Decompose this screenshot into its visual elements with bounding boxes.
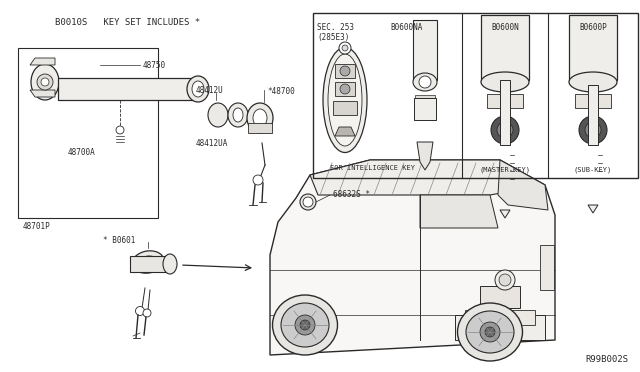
Circle shape xyxy=(342,45,348,51)
Text: SEC. 253: SEC. 253 xyxy=(317,22,354,32)
Ellipse shape xyxy=(139,256,157,268)
Text: B0600NA: B0600NA xyxy=(390,22,422,32)
Bar xyxy=(313,13,638,178)
Bar xyxy=(575,94,611,108)
Circle shape xyxy=(295,315,315,335)
Circle shape xyxy=(143,309,151,317)
Circle shape xyxy=(253,175,263,185)
Circle shape xyxy=(497,122,513,138)
Circle shape xyxy=(136,307,145,315)
Ellipse shape xyxy=(163,254,177,274)
Ellipse shape xyxy=(328,54,362,146)
Bar xyxy=(18,48,158,218)
Bar xyxy=(465,310,535,325)
Ellipse shape xyxy=(323,48,367,153)
Ellipse shape xyxy=(253,109,267,127)
Bar xyxy=(58,78,198,100)
Ellipse shape xyxy=(192,81,204,97)
Polygon shape xyxy=(335,127,355,136)
Bar xyxy=(540,245,554,290)
Polygon shape xyxy=(30,58,55,65)
Polygon shape xyxy=(420,195,498,228)
Text: *48700: *48700 xyxy=(267,87,295,96)
Ellipse shape xyxy=(466,311,514,353)
Polygon shape xyxy=(498,160,548,210)
Circle shape xyxy=(339,42,351,54)
Ellipse shape xyxy=(233,108,243,122)
Bar xyxy=(413,20,437,80)
Bar xyxy=(588,85,598,145)
Text: 68632S *: 68632S * xyxy=(333,189,370,199)
Text: B0010S   KEY SET INCLUDES *: B0010S KEY SET INCLUDES * xyxy=(55,17,200,26)
Circle shape xyxy=(585,122,601,138)
Circle shape xyxy=(495,270,515,290)
Circle shape xyxy=(37,74,53,90)
Circle shape xyxy=(485,327,495,337)
Circle shape xyxy=(499,274,511,286)
Circle shape xyxy=(579,116,607,144)
Text: B0600N: B0600N xyxy=(491,22,519,32)
Bar xyxy=(480,286,520,308)
Bar xyxy=(335,82,355,96)
Ellipse shape xyxy=(247,103,273,133)
Polygon shape xyxy=(588,205,598,213)
Text: 48412U: 48412U xyxy=(196,86,224,94)
Ellipse shape xyxy=(228,103,248,127)
Bar xyxy=(569,15,617,80)
Ellipse shape xyxy=(281,303,329,347)
Ellipse shape xyxy=(458,303,522,361)
Text: (285E3): (285E3) xyxy=(317,32,349,42)
Text: (SUB-KEY): (SUB-KEY) xyxy=(574,167,612,173)
Polygon shape xyxy=(270,160,555,355)
Circle shape xyxy=(502,127,508,133)
Circle shape xyxy=(590,127,596,133)
Polygon shape xyxy=(500,210,510,218)
Ellipse shape xyxy=(481,72,529,92)
Polygon shape xyxy=(417,142,433,170)
Bar xyxy=(487,94,523,108)
Bar xyxy=(414,98,436,120)
Ellipse shape xyxy=(413,73,437,91)
Circle shape xyxy=(300,320,310,330)
Ellipse shape xyxy=(273,295,337,355)
Text: 48750: 48750 xyxy=(143,61,166,70)
Circle shape xyxy=(491,116,519,144)
Ellipse shape xyxy=(187,76,209,102)
Text: * B0601: * B0601 xyxy=(103,235,136,244)
Bar xyxy=(335,64,355,78)
Bar xyxy=(455,315,545,340)
Circle shape xyxy=(340,84,350,94)
Text: 48701P: 48701P xyxy=(23,221,51,231)
Bar xyxy=(333,101,357,115)
Text: 48700A: 48700A xyxy=(68,148,96,157)
Ellipse shape xyxy=(31,64,59,100)
Bar xyxy=(415,95,435,103)
Bar xyxy=(130,256,170,272)
Ellipse shape xyxy=(569,72,617,92)
Circle shape xyxy=(340,66,350,76)
Circle shape xyxy=(116,126,124,134)
Circle shape xyxy=(480,322,500,342)
Bar xyxy=(500,80,510,145)
Polygon shape xyxy=(310,160,545,195)
Text: (MASTER-KEY): (MASTER-KEY) xyxy=(479,167,531,173)
Text: 48412UA: 48412UA xyxy=(196,138,228,148)
Bar xyxy=(481,15,529,80)
Text: B0600P: B0600P xyxy=(579,22,607,32)
Circle shape xyxy=(419,76,431,88)
Ellipse shape xyxy=(132,251,164,273)
Circle shape xyxy=(41,78,49,86)
Text: FOR INTELLIGENCE KEY: FOR INTELLIGENCE KEY xyxy=(330,165,415,171)
Circle shape xyxy=(300,194,316,210)
Circle shape xyxy=(303,197,313,207)
Ellipse shape xyxy=(208,103,228,127)
Text: R99B002S: R99B002S xyxy=(585,356,628,365)
Bar xyxy=(248,123,272,133)
Polygon shape xyxy=(30,90,55,97)
